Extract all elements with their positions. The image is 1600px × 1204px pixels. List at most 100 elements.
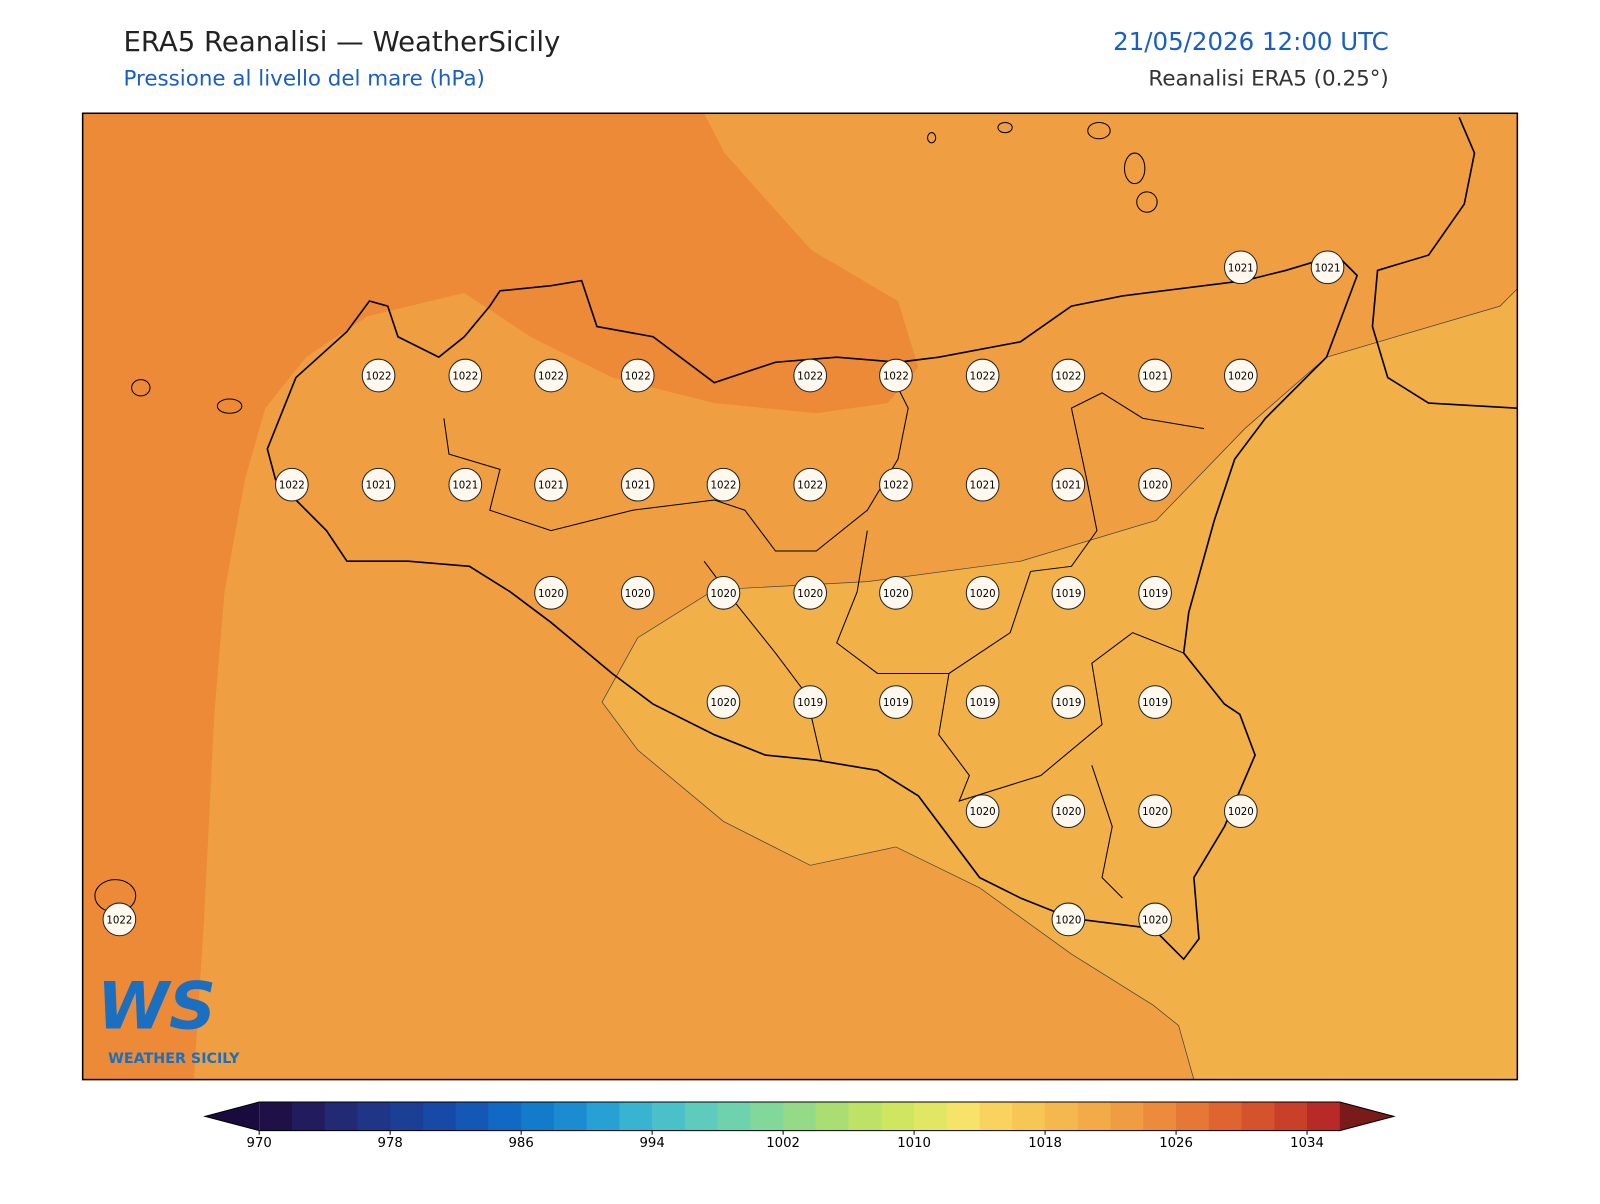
colorbar-bin — [422, 1102, 457, 1131]
station-marker — [448, 358, 483, 393]
station-marker — [620, 576, 655, 610]
colorbar-tick-label: 1002 — [766, 1136, 800, 1151]
colorbar-tick-label: 1010 — [897, 1136, 931, 1151]
station-value: 1021 — [1228, 263, 1254, 274]
station-marker — [620, 467, 655, 502]
station-value: 1022 — [797, 372, 823, 383]
province-borders — [836, 392, 1205, 674]
field-high — [82, 113, 919, 1080]
station-value: 1022 — [279, 481, 305, 492]
station-marker — [361, 358, 396, 393]
station-value: 1022 — [970, 372, 996, 383]
station-labels: 1021 1021 1022 1022 1022 1022 1022 1022 1022 1022… — [102, 250, 1345, 937]
station-marker — [1138, 358, 1172, 393]
station-value: 1019 — [970, 698, 996, 709]
station-marker — [361, 467, 396, 502]
station-marker — [706, 685, 741, 719]
station-marker — [793, 576, 828, 610]
colorbar-bin — [1176, 1102, 1210, 1131]
station-value: 1020 — [1142, 915, 1168, 926]
station-value: 1022 — [106, 915, 132, 926]
station-value: 1022 — [366, 372, 392, 383]
station-value: 1020 — [625, 589, 651, 600]
island — [997, 121, 1013, 134]
island — [216, 398, 243, 414]
station-value: 1019 — [1142, 698, 1168, 709]
colorbar-tick-label: 1018 — [1028, 1136, 1062, 1151]
station-value: 1020 — [797, 589, 823, 600]
colorbar-bin — [1077, 1102, 1112, 1131]
station-value: 1021 — [452, 481, 478, 492]
station-marker — [1310, 250, 1345, 285]
island — [1087, 121, 1111, 140]
map-area: 1021 1021 1022 1022 1022 1022 1022 1022 1022 1022… — [81, 112, 1519, 1081]
station-value: 1019 — [1142, 589, 1168, 600]
colorbar-bin — [1045, 1102, 1079, 1131]
colorbar-bin — [619, 1102, 653, 1131]
logo: WS WEATHER SICILY — [97, 968, 240, 1067]
colorbar-bin — [783, 1102, 817, 1131]
station-value: 1020 — [1142, 481, 1168, 492]
station-value: 1020 — [711, 589, 737, 600]
colorbar-bin — [848, 1102, 882, 1131]
station-value: 1019 — [1055, 698, 1081, 709]
colorbar-bin — [553, 1102, 588, 1131]
colorbar-bin — [750, 1102, 784, 1131]
station-marker — [879, 685, 913, 719]
station-marker — [879, 358, 913, 393]
station-value: 1019 — [883, 698, 909, 709]
station-value: 1022 — [883, 372, 909, 383]
station-value: 1021 — [625, 481, 651, 492]
station-marker — [1138, 685, 1172, 719]
station-marker — [275, 467, 309, 502]
colorbar-bin — [946, 1102, 981, 1131]
station-marker — [102, 902, 137, 937]
colorbar-under — [205, 1102, 260, 1131]
station-value: 1022 — [1055, 372, 1081, 383]
station-marker — [1138, 576, 1172, 610]
coastline — [266, 254, 1359, 961]
colorbar-bin — [684, 1102, 719, 1131]
island — [1123, 152, 1146, 185]
colorbar-bin — [1241, 1102, 1275, 1131]
colorbar-bin — [815, 1102, 850, 1131]
station-value: 1022 — [625, 372, 651, 383]
station-value: 1020 — [1142, 807, 1168, 818]
station-value: 1022 — [452, 372, 478, 383]
station-marker — [965, 358, 1000, 393]
station-marker — [706, 467, 741, 502]
colorbar-bin — [979, 1102, 1013, 1131]
station-value: 1019 — [1055, 589, 1081, 600]
colorbar-bin — [914, 1102, 948, 1131]
station-marker — [879, 467, 913, 502]
station-value: 1019 — [797, 698, 823, 709]
colorbar-bin — [521, 1102, 555, 1131]
colorbar-bin — [455, 1102, 489, 1131]
logo-caption: WEATHER SICILY — [108, 1051, 240, 1067]
province-borders — [938, 632, 1184, 802]
colorbar-bin — [652, 1102, 686, 1131]
colorbar-bin — [324, 1102, 358, 1131]
subtitle: Pressione al livello del mare (hPa) — [123, 67, 484, 92]
station-marker — [965, 685, 1000, 719]
station-value: 1020 — [1055, 915, 1081, 926]
station-marker — [534, 576, 568, 610]
station-marker — [1223, 358, 1258, 393]
colorbar-tick-label: 1034 — [1290, 1136, 1324, 1151]
station-value: 1020 — [970, 589, 996, 600]
station-marker — [620, 358, 655, 393]
colorbar-tick-label: 994 — [639, 1136, 664, 1151]
datetime: 21/05/2026 12:00 UTC — [1113, 27, 1389, 56]
station-value: 1020 — [1228, 807, 1254, 818]
island — [131, 379, 151, 397]
station-marker — [1051, 794, 1086, 829]
logo-text: WS — [97, 968, 216, 1044]
colorbar-bin — [1012, 1102, 1046, 1131]
colorbar-tick-label: 986 — [509, 1136, 534, 1151]
colorbar-bin — [291, 1102, 326, 1131]
station-value: 1021 — [538, 481, 564, 492]
station-value: 1020 — [538, 589, 564, 600]
colorbar-bin — [357, 1102, 391, 1131]
station-marker — [448, 467, 483, 502]
station-value: 1022 — [797, 481, 823, 492]
